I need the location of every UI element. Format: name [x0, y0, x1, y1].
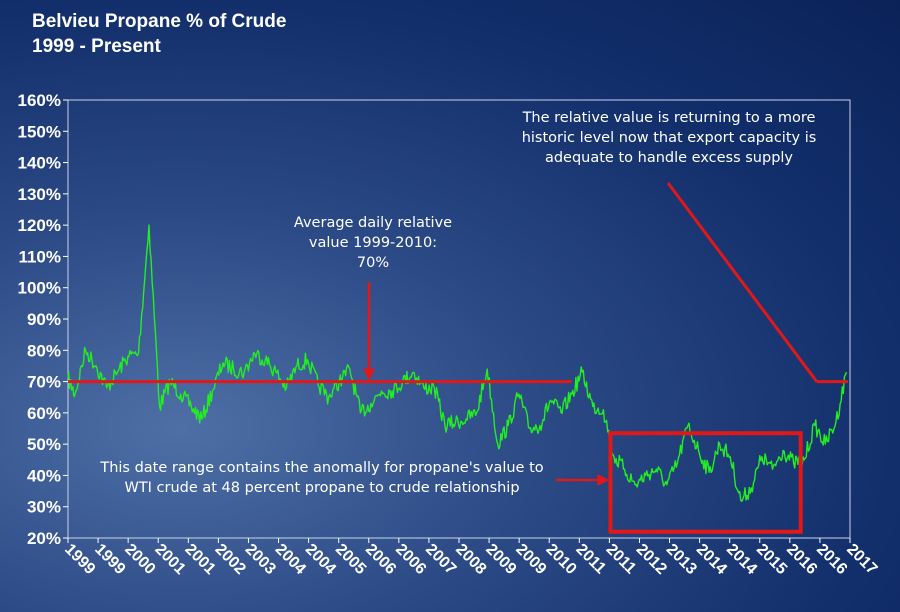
x-tick-label: 2004: [272, 541, 309, 578]
x-tick-label: 2004: [302, 541, 339, 578]
y-tick-label: 140%: [18, 154, 61, 173]
x-tick-label: 2008: [452, 541, 489, 578]
x-tick-label: 2006: [362, 541, 399, 578]
anomaly-arrow-head: [597, 474, 610, 486]
overlay-group: [68, 182, 848, 534]
y-tick-label: 90%: [27, 310, 61, 329]
x-tick-label: 2013: [663, 541, 700, 578]
series-group: [67, 224, 848, 502]
y-tick-label: 120%: [18, 216, 61, 235]
x-tick-label: 2014: [723, 541, 760, 578]
average-annotation-line: Average daily relative: [294, 215, 452, 231]
y-tick-label: 30%: [27, 498, 61, 517]
y-tick-label: 130%: [18, 185, 61, 204]
chart-subtitle: 1999 - Present: [32, 36, 161, 57]
y-tick-label: 100%: [18, 279, 61, 298]
average-arrow-head: [363, 368, 375, 381]
x-tick-label: 2001: [181, 541, 218, 578]
anomaly-highlight-box: [608, 431, 803, 534]
x-tick-label: 2014: [693, 541, 730, 578]
y-tick-label: 150%: [18, 122, 61, 141]
average-annotation-line: value 1999-2010:: [309, 235, 437, 251]
return-callout-line: [666, 182, 818, 383]
y-tick-label: 60%: [27, 404, 61, 423]
x-tick-label: 2016: [813, 541, 850, 578]
x-tick-label: 2009: [482, 541, 519, 578]
anomaly-annotation-line: WTI crude at 48 percent propane to crude…: [124, 480, 519, 496]
anomaly-annotation-line: This date range contains the anomally fo…: [99, 460, 543, 476]
y-tick-label: 160%: [18, 91, 61, 110]
x-tick-label: 2006: [392, 541, 429, 578]
y-tick-label: 40%: [27, 466, 61, 485]
x-tick-label: 2017: [843, 541, 880, 578]
x-tick-label: 2015: [753, 541, 790, 578]
x-tick-label: 2009: [512, 541, 549, 578]
y-tick-label: 80%: [27, 341, 61, 360]
x-tick-label: 1999: [91, 541, 128, 578]
x-tick-label: 2010: [542, 541, 579, 578]
x-tick-label: 2003: [242, 541, 279, 578]
chart-title: Belvieu Propane % of Crude: [32, 11, 287, 32]
y-tick-label: 110%: [18, 247, 61, 266]
series-line: [67, 224, 848, 502]
y-axis-ticks: 160% 150% 140% 130% 120% 110% 100% 90% 80% 70% 60%…: [18, 91, 68, 548]
x-tick-label: 2005: [332, 541, 369, 578]
x-tick-label: 2007: [422, 541, 459, 578]
x-tick-label: 2012: [633, 541, 670, 578]
x-tick-label: 2011: [603, 541, 640, 578]
x-axis-ticks: 1999199920002001200120022003200420042005…: [61, 538, 880, 578]
return-annotation-line: adequate to handle excess supply: [545, 150, 793, 166]
y-tick-label: 70%: [27, 373, 61, 392]
y-tick-label: 20%: [27, 529, 61, 548]
x-tick-label: 2001: [151, 541, 188, 578]
x-tick-label: 2011: [572, 541, 609, 578]
x-tick-label: 1999: [61, 541, 98, 578]
x-tick-label: 2016: [783, 541, 820, 578]
annotation-group: Average daily relative value 1999-2010: 70…: [99, 110, 816, 496]
y-tick-label: 50%: [27, 435, 61, 454]
x-tick-label: 2000: [121, 541, 158, 578]
return-annotation-line: historic level now that export capacity …: [522, 130, 817, 146]
chart-title-block: Belvieu Propane % of Crude 1999 - Presen…: [32, 9, 286, 59]
average-annotation-line: 70%: [357, 255, 389, 271]
return-annotation-line: The relative value is returning to a mor…: [522, 110, 816, 126]
x-tick-label: 2002: [212, 541, 249, 578]
